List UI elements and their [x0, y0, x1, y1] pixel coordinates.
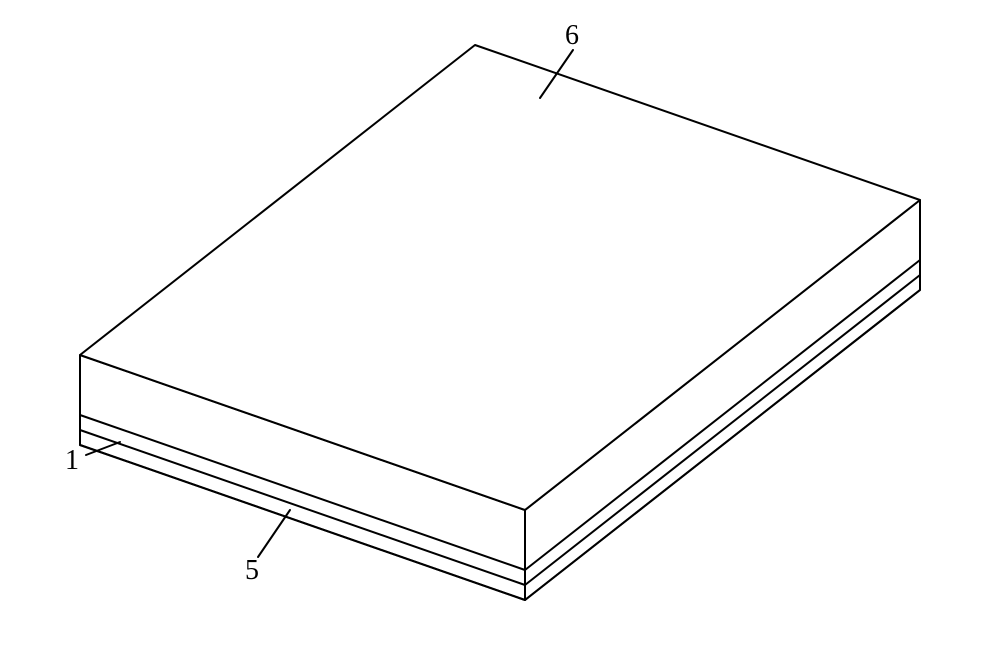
- leader-line-5: [258, 510, 290, 557]
- callout-label-1: 1: [65, 445, 79, 477]
- callout-label-6: 6: [565, 20, 579, 52]
- layered-slab-diagram: [0, 0, 1000, 653]
- callout-label-5: 5: [245, 555, 259, 587]
